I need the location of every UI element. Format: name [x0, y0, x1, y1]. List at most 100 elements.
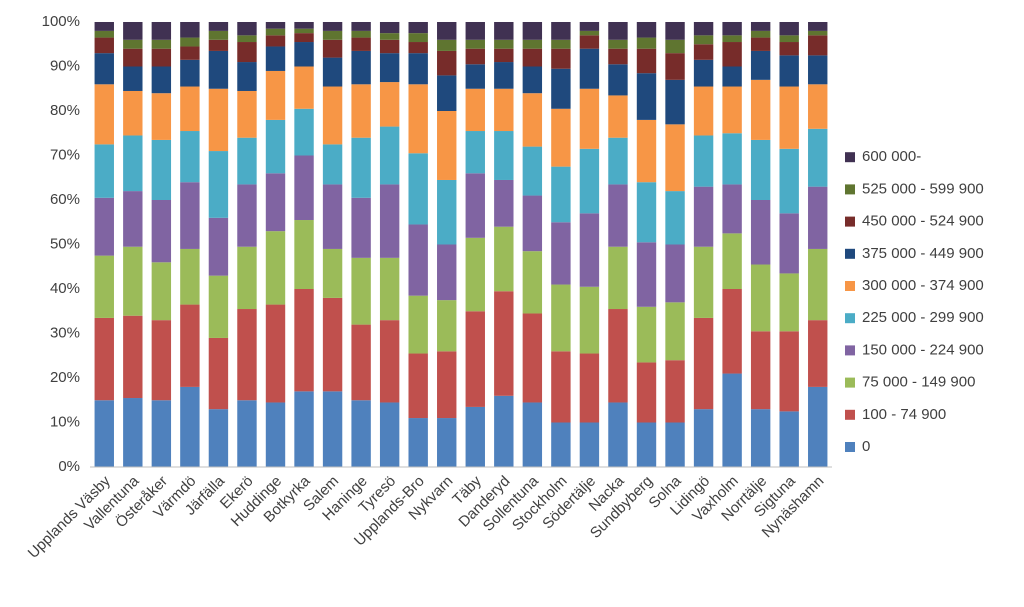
bar-segment	[722, 373, 742, 467]
bar-segment	[522, 93, 543, 147]
bar-segment	[208, 50, 229, 89]
bar-segment	[208, 275, 229, 338]
bar-segment	[522, 66, 543, 94]
bar-segment	[551, 22, 571, 40]
bar-segment	[94, 197, 114, 256]
bar-segment	[608, 246, 628, 310]
bar-segment	[579, 422, 600, 467]
bar-segment	[408, 353, 428, 419]
bar-segment	[665, 39, 685, 54]
bar-segment	[465, 173, 485, 238]
bar-segment	[494, 22, 514, 40]
bar-segment	[379, 320, 400, 403]
bar-segment	[693, 409, 714, 467]
bar-segment	[722, 86, 742, 134]
bar-segment	[265, 231, 286, 305]
bar-segment	[265, 119, 286, 174]
bar-segment	[636, 182, 657, 243]
bar-segment	[722, 233, 742, 289]
bar-segment	[294, 28, 314, 34]
bar-segment	[265, 402, 286, 467]
bar-segment	[779, 55, 799, 87]
bar-segment	[779, 331, 799, 412]
y-tick-label: 30%	[50, 324, 80, 341]
bar-segment	[123, 90, 143, 136]
y-tick-label: 80%	[50, 102, 80, 119]
bar-segment	[808, 84, 828, 129]
bar-segment	[208, 151, 229, 218]
bar-segment	[522, 402, 543, 467]
bar-segment	[180, 86, 200, 132]
bar-segment	[322, 22, 343, 31]
bar-segment	[779, 213, 799, 274]
bar-segment	[294, 108, 314, 156]
bar-segment	[379, 257, 400, 321]
bar-segment	[808, 35, 828, 56]
bar-segment	[579, 148, 600, 214]
bar-segment	[779, 411, 799, 467]
bar-segment	[237, 90, 257, 138]
bar-segment	[408, 33, 428, 43]
bar-segment	[379, 22, 400, 34]
bar-segment	[322, 184, 343, 249]
legend-swatch	[845, 409, 855, 420]
bar-segment	[551, 166, 571, 223]
bar-segment	[750, 30, 771, 38]
bar-segment	[722, 22, 742, 36]
bar-segment	[351, 37, 371, 51]
bar-segment	[693, 44, 714, 60]
bar-segment	[636, 306, 657, 363]
bar-segment	[808, 386, 828, 467]
bar-segment	[608, 402, 628, 467]
bar-segment	[750, 79, 771, 140]
bar-segment	[180, 37, 200, 47]
bar-segment	[123, 135, 143, 192]
bar-segment	[608, 64, 628, 96]
bar-segment	[437, 351, 457, 419]
bar-segment	[750, 37, 771, 51]
bar-segment	[237, 62, 257, 91]
legend-label: 375 000 - 449 900	[862, 245, 984, 262]
bar-segment	[665, 22, 685, 40]
bar-segment	[494, 131, 514, 180]
legend-label: 100 - 74 900	[862, 406, 946, 423]
bar-segment	[636, 422, 657, 467]
bar-segment	[750, 139, 771, 200]
bar-segment	[608, 22, 628, 40]
bar-segment	[636, 242, 657, 307]
bar-segment	[636, 362, 657, 423]
bar-segment	[808, 55, 828, 85]
bar-segment	[693, 35, 714, 45]
legend-swatch	[845, 216, 855, 227]
bar-segment	[579, 88, 600, 149]
bar-segment	[808, 248, 828, 321]
bar-segment	[551, 68, 571, 109]
bar-segment	[437, 179, 457, 245]
bar-segment	[123, 398, 143, 467]
bar-segment	[208, 337, 229, 410]
bar-segment	[636, 37, 657, 49]
bar-segment	[551, 48, 571, 69]
bar-segment	[151, 320, 172, 401]
bar-segment	[808, 22, 828, 31]
bar-segment	[579, 286, 600, 354]
bar-segment	[123, 246, 143, 316]
bar-segment	[123, 22, 143, 40]
bar-segment	[722, 35, 742, 43]
bar-segment	[351, 324, 371, 401]
bar-segment	[237, 400, 257, 467]
bar-segment	[351, 30, 371, 38]
bar-segment	[579, 22, 600, 31]
bar-segment	[494, 226, 514, 292]
legend-label: 525 000 - 599 900	[862, 180, 984, 197]
bar-segment	[408, 153, 428, 225]
legend-label: 300 000 - 374 900	[862, 277, 984, 294]
bar-segment	[94, 37, 114, 54]
bar-segment	[494, 48, 514, 63]
bar-segment	[265, 304, 286, 403]
bar-segment	[351, 197, 371, 258]
bar-segment	[465, 22, 485, 40]
bar-segment	[437, 244, 457, 301]
bar-segment	[808, 128, 828, 187]
